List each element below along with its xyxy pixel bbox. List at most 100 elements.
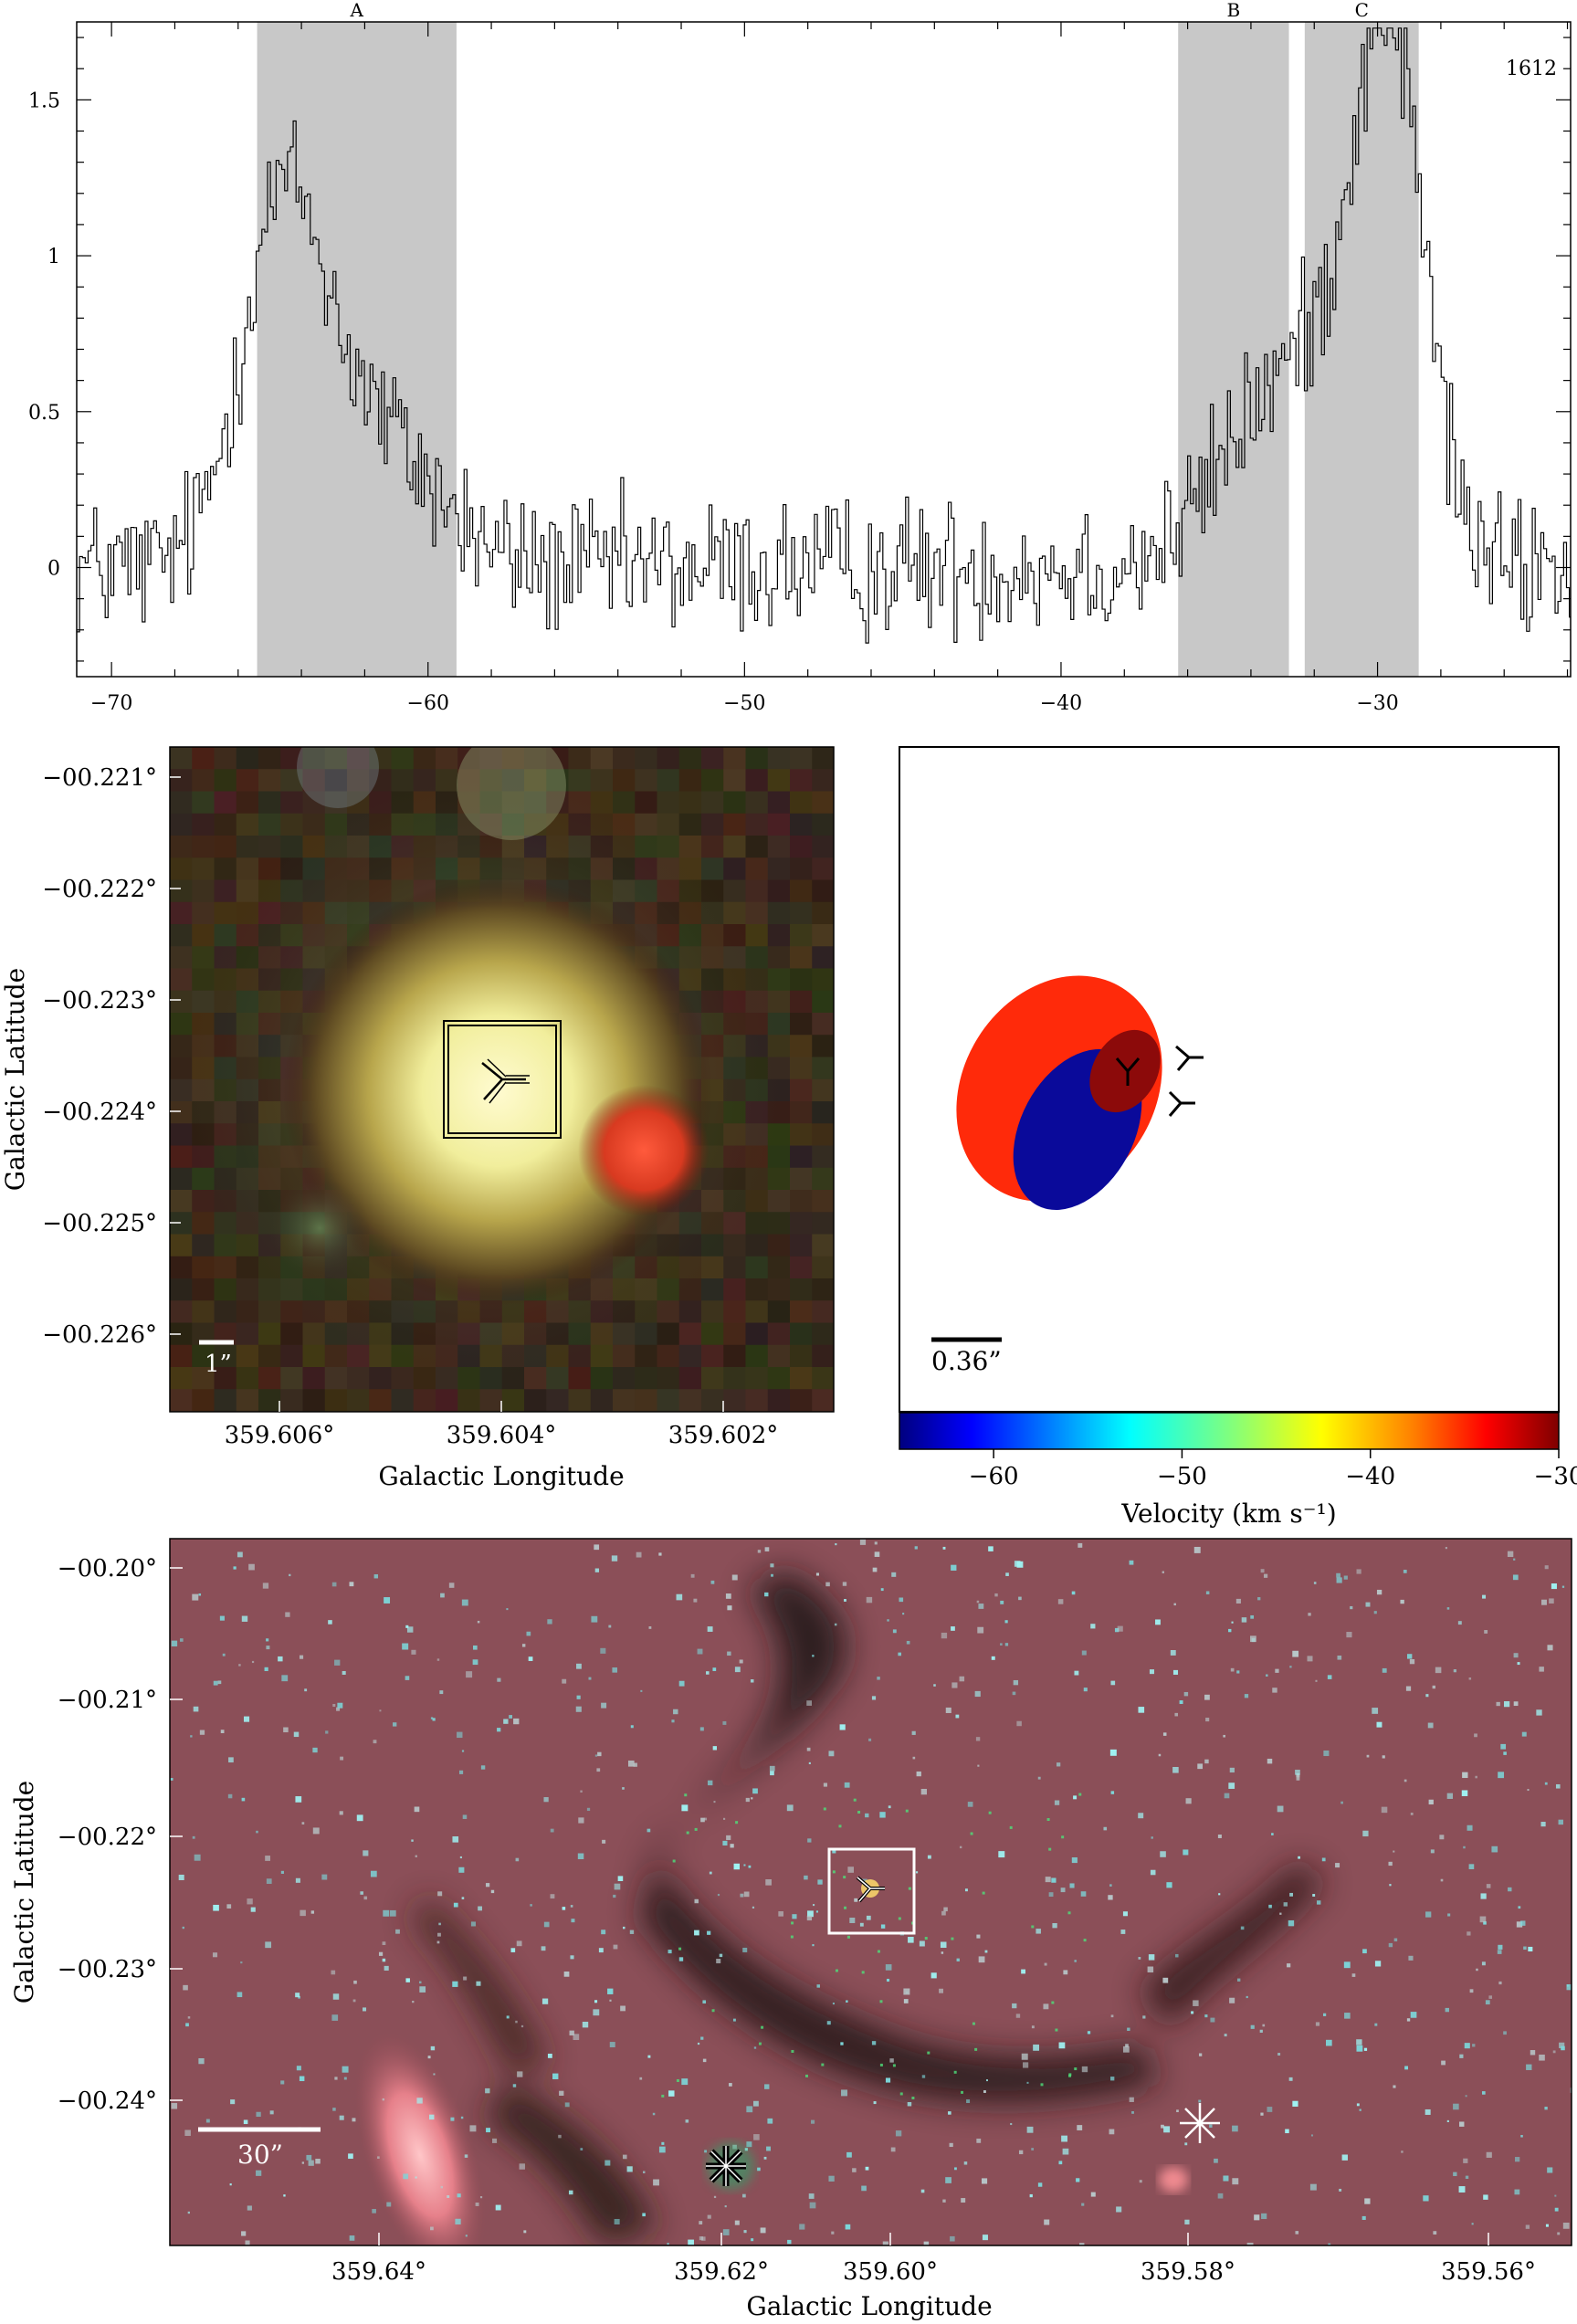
zoom-pixel bbox=[258, 836, 281, 858]
y-tick-label: −00.221° bbox=[42, 764, 157, 792]
field-star bbox=[1021, 1969, 1025, 1974]
zoom-pixel bbox=[568, 1389, 592, 1412]
field-star bbox=[1076, 2178, 1080, 2182]
field-star bbox=[1446, 1793, 1454, 1799]
field-star bbox=[699, 1727, 704, 1731]
field-star bbox=[730, 1844, 734, 1848]
zoom-pixel bbox=[701, 1322, 724, 1346]
field-star bbox=[1362, 1830, 1369, 1837]
field-star bbox=[1388, 1942, 1393, 1948]
field-star bbox=[1158, 1753, 1162, 1757]
field-star bbox=[1129, 2097, 1134, 2102]
field-star bbox=[812, 1655, 815, 1657]
zoom-pixel bbox=[812, 946, 834, 969]
field-star bbox=[1218, 1893, 1221, 1896]
zoom-pixel bbox=[214, 747, 237, 770]
field-star bbox=[1525, 2224, 1530, 2229]
field-star bbox=[1445, 1547, 1447, 1550]
field-star bbox=[1246, 1995, 1248, 1999]
field-star bbox=[171, 2102, 178, 2109]
y-tick-label: −00.24° bbox=[58, 2087, 157, 2115]
field-star bbox=[356, 1814, 363, 1822]
field-star bbox=[828, 2175, 835, 2182]
field-star bbox=[243, 1716, 250, 1722]
zoom-pixel bbox=[790, 1101, 813, 1124]
field-star bbox=[1518, 1906, 1521, 1909]
zoom-pixel bbox=[324, 1367, 348, 1390]
field-star bbox=[1057, 1599, 1064, 1604]
field-star bbox=[1497, 1950, 1502, 1954]
field-star bbox=[722, 1840, 728, 1846]
field-star bbox=[1457, 1621, 1462, 1625]
field-star bbox=[552, 2073, 559, 2079]
field-star bbox=[337, 1702, 343, 1709]
field-star bbox=[312, 1827, 320, 1835]
field-star bbox=[497, 1728, 501, 1732]
field-star bbox=[1228, 1628, 1232, 1633]
x-tick-label: −50 bbox=[723, 692, 765, 715]
field-star bbox=[1127, 2027, 1130, 2031]
field-star bbox=[519, 2163, 525, 2170]
asterisk-marker-icon bbox=[706, 2146, 746, 2186]
field-star bbox=[648, 1626, 652, 1629]
zoom-pixel bbox=[657, 791, 680, 815]
zoom-pixel bbox=[790, 747, 813, 770]
field-star bbox=[429, 2114, 435, 2120]
field-star bbox=[832, 1849, 836, 1854]
field-star bbox=[845, 2224, 851, 2230]
field-star-green bbox=[927, 2051, 930, 2055]
field-star bbox=[1122, 1911, 1128, 1917]
field-star bbox=[764, 1592, 769, 1597]
field-star bbox=[1362, 1949, 1367, 1954]
field-star-green bbox=[908, 1887, 911, 1890]
source-box bbox=[827, 1847, 916, 1935]
zoom-pixel bbox=[302, 1389, 326, 1412]
field-star bbox=[248, 1563, 255, 1571]
field-star bbox=[1250, 2024, 1255, 2029]
field-star bbox=[764, 2084, 770, 2089]
field-star bbox=[1528, 1946, 1533, 1952]
field-star bbox=[576, 1695, 581, 1699]
field-star bbox=[849, 1917, 856, 1923]
field-star bbox=[332, 1704, 336, 1708]
field-star bbox=[550, 1828, 554, 1833]
zoom-pixel bbox=[745, 879, 769, 903]
field-star bbox=[403, 2173, 409, 2180]
field-star bbox=[1078, 1542, 1083, 1548]
field-star bbox=[1029, 2193, 1033, 2198]
field-star bbox=[1462, 1772, 1468, 1779]
zoom-pixel bbox=[391, 1367, 415, 1390]
field-star bbox=[1162, 1732, 1167, 1736]
zoom-pixel bbox=[192, 836, 215, 858]
field-star bbox=[331, 1970, 336, 1975]
field-star bbox=[1260, 1569, 1265, 1573]
shaded-region-B bbox=[1178, 22, 1289, 677]
zoom-pixel bbox=[170, 1389, 193, 1412]
field-star bbox=[1149, 1669, 1154, 1675]
field-star bbox=[1503, 1751, 1507, 1755]
colorbar-tick-label: −50 bbox=[1157, 1463, 1207, 1490]
field-star bbox=[1356, 1569, 1361, 1574]
field-star bbox=[461, 1599, 468, 1606]
zoom-pixel bbox=[214, 813, 237, 836]
field-star bbox=[1364, 2198, 1371, 2204]
field-star bbox=[1080, 1891, 1087, 1897]
field-star bbox=[771, 1573, 773, 1577]
field-star-green bbox=[1040, 2083, 1044, 2087]
field-star bbox=[332, 2108, 336, 2111]
field-star bbox=[304, 1688, 308, 1692]
field-star-green bbox=[879, 2063, 883, 2066]
field-star bbox=[1446, 2119, 1449, 2123]
field-star bbox=[1435, 1667, 1442, 1674]
zoom-pixel bbox=[236, 1278, 259, 1301]
field-star bbox=[289, 1573, 291, 1577]
field-star bbox=[1161, 2124, 1164, 2129]
field-star bbox=[352, 1999, 356, 2003]
field-star bbox=[1114, 1627, 1120, 1633]
field-star bbox=[1520, 2135, 1523, 2138]
field-star bbox=[370, 1870, 377, 1877]
field-star bbox=[558, 2134, 562, 2139]
field-star bbox=[1309, 2183, 1317, 2191]
field-star bbox=[770, 1771, 774, 1776]
field-star bbox=[1557, 2232, 1561, 2235]
